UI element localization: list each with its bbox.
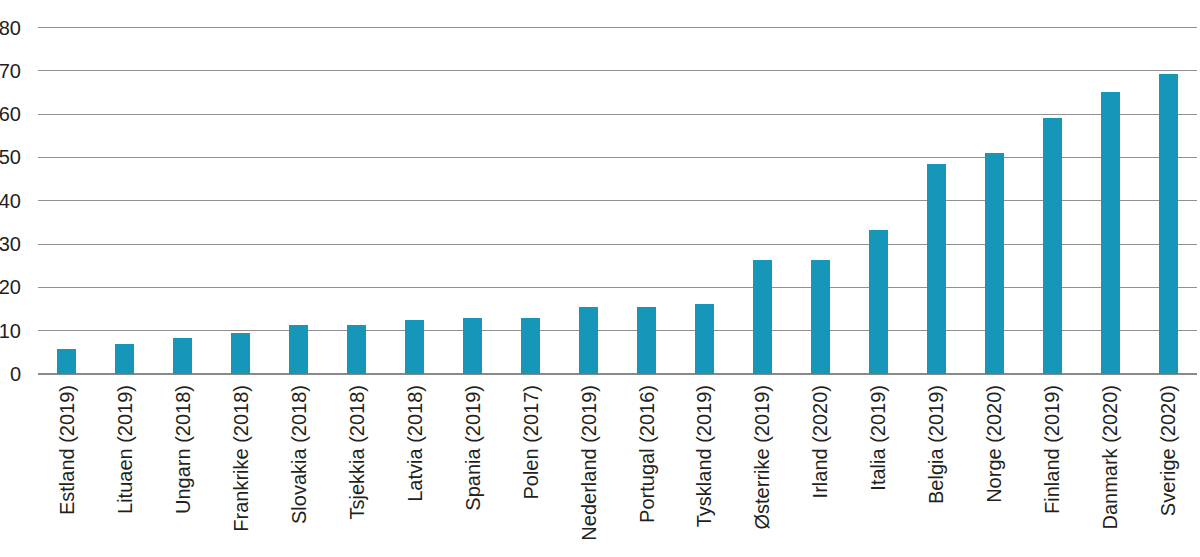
bar-cell	[270, 0, 328, 374]
bars-container	[38, 0, 1197, 374]
bar-Østerrike (2019)	[753, 260, 772, 374]
x-tick-label: Ungarn (2018)	[172, 385, 194, 514]
bar-Lituaen (2019)	[115, 344, 134, 374]
x-label-cell: Irland (2020)	[791, 374, 849, 557]
x-label-cell: Polen (2017)	[502, 374, 560, 557]
y-tick-label-50: 50	[0, 146, 21, 168]
x-label-cell: Estland (2019)	[38, 374, 96, 557]
y-tick-label-80: 80	[0, 17, 21, 39]
bar-Spania (2019)	[463, 318, 482, 374]
bar-cell	[907, 0, 965, 374]
x-label-cell: Tyskland (2019)	[675, 374, 733, 557]
y-tick-label-40: 40	[0, 190, 21, 212]
y-tick-label-70: 70	[0, 60, 21, 82]
x-tick-label: Danmark (2020)	[1099, 385, 1121, 530]
bar-Belgia (2019)	[927, 164, 946, 374]
x-label-cell: Tsjekkia (2018)	[328, 374, 386, 557]
x-tick-label: Spania (2019)	[462, 385, 484, 511]
x-label-cell: Belgia (2019)	[907, 374, 965, 557]
bar-cell	[386, 0, 444, 374]
bar-cell	[1081, 0, 1139, 374]
bar-cell	[791, 0, 849, 374]
bar-Nederland (2019)	[579, 307, 598, 374]
bar-Estland (2019)	[57, 349, 76, 374]
x-label-cell: Østerrike (2019)	[733, 374, 791, 557]
x-tick-label: Lituaen (2019)	[114, 385, 136, 514]
x-label-cell: Sverige (2020)	[1139, 374, 1197, 557]
x-tick-label: Portugal (2016)	[636, 385, 658, 523]
bar-Norge (2020)	[985, 153, 1004, 374]
bar-Irland (2020)	[811, 260, 830, 374]
bar-Slovakia (2018)	[289, 325, 308, 374]
bar-chart-figure: 0 10 20 30 40 50 60 70 80 Estland (2019) Lituaen …	[0, 0, 1200, 557]
bar-cell	[1023, 0, 1081, 374]
bar-Portugal (2016)	[637, 307, 656, 374]
bar-cell	[675, 0, 733, 374]
bar-Tyskland (2019)	[695, 304, 714, 374]
y-tick-label-20: 20	[0, 276, 21, 298]
x-tick-label: Nederland (2019)	[578, 385, 600, 541]
x-tick-label: Sverige (2020)	[1157, 385, 1179, 516]
x-label-cell: Italia (2019)	[849, 374, 907, 557]
bar-cell	[38, 0, 96, 374]
bar-cell	[618, 0, 676, 374]
bar-Danmark (2020)	[1101, 92, 1120, 374]
y-tick-label-10: 10	[0, 320, 21, 342]
x-label-cell: Lituaen (2019)	[96, 374, 154, 557]
x-label-cell: Latvia (2018)	[386, 374, 444, 557]
bar-Italia (2019)	[869, 230, 888, 374]
bar-cell	[560, 0, 618, 374]
bar-Ungarn (2018)	[173, 338, 192, 374]
x-label-cell: Danmark (2020)	[1081, 374, 1139, 557]
x-label-cell: Portugal (2016)	[618, 374, 676, 557]
x-label-cell: Spania (2019)	[444, 374, 502, 557]
bar-cell	[96, 0, 154, 374]
bar-cell	[849, 0, 907, 374]
x-tick-label: Latvia (2018)	[404, 385, 426, 502]
bar-cell	[154, 0, 212, 374]
x-tick-label: Frankrike (2018)	[230, 385, 252, 532]
x-label-cell: Frankrike (2018)	[212, 374, 270, 557]
x-tick-label: Irland (2020)	[809, 385, 831, 498]
y-tick-label-0: 0	[0, 363, 21, 385]
x-label-cell: Nederland (2019)	[560, 374, 618, 557]
bar-Tsjekkia (2018)	[347, 325, 366, 374]
x-tick-label: Estland (2019)	[56, 385, 78, 515]
bar-Finland (2019)	[1043, 118, 1062, 374]
bar-cell	[1139, 0, 1197, 374]
x-tick-label: Slovakia (2018)	[288, 385, 310, 524]
x-label-cell: Norge (2020)	[965, 374, 1023, 557]
x-tick-label: Italia (2019)	[867, 385, 889, 491]
y-tick-label-60: 60	[0, 103, 21, 125]
y-tick-label-30: 30	[0, 233, 21, 255]
bar-cell	[965, 0, 1023, 374]
x-label-cell: Ungarn (2018)	[154, 374, 212, 557]
bar-Frankrike (2018)	[231, 333, 250, 374]
x-tick-label: Tsjekkia (2018)	[346, 385, 368, 520]
x-tick-label: Norge (2020)	[983, 385, 1005, 503]
bar-cell	[444, 0, 502, 374]
bar-cell	[733, 0, 791, 374]
y-axis-labels: 0 10 20 30 40 50 60 70 80	[0, 0, 33, 557]
bar-Polen (2017)	[521, 318, 540, 374]
x-tick-label: Østerrike (2019)	[751, 385, 773, 530]
x-tick-label: Finland (2019)	[1041, 385, 1063, 514]
x-label-cell: Finland (2019)	[1023, 374, 1081, 557]
bar-cell	[212, 0, 270, 374]
x-tick-label: Polen (2017)	[520, 385, 542, 500]
x-tick-label: Belgia (2019)	[925, 385, 947, 504]
bar-cell	[328, 0, 386, 374]
x-label-cell: Slovakia (2018)	[270, 374, 328, 557]
bar-Latvia (2018)	[405, 320, 424, 374]
x-axis-labels: Estland (2019) Lituaen (2019) Ungarn (2018…	[38, 374, 1197, 557]
bar-cell	[502, 0, 560, 374]
x-tick-label: Tyskland (2019)	[693, 385, 715, 527]
bar-Sverige (2020)	[1159, 74, 1178, 374]
